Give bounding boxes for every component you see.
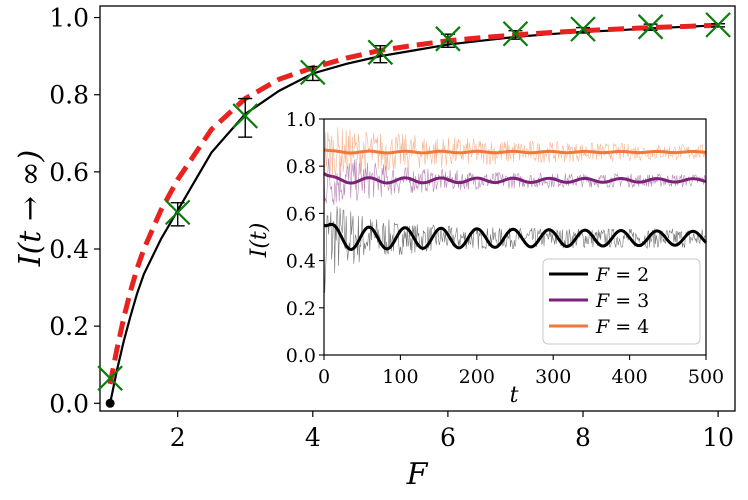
x-marker-stroke [435,26,461,52]
x-marker-stroke [300,59,326,86]
x-marker [502,20,529,47]
noisy-trace [323,127,707,179]
error-bar [373,45,388,64]
x-marker [97,365,123,391]
error-bar [170,202,185,227]
legend-label-f3: F = 3 [595,290,649,312]
main-series [97,12,731,408]
inset-y-tick-label: 0.4 [286,251,316,273]
x-marker-stroke [502,20,529,47]
main-y-tick-label: 1.0 [49,4,89,33]
inset-series-3 [323,158,707,206]
inset-y-tick-label: 0.2 [286,298,316,320]
noisy-trace [323,158,707,206]
inset-y-tick-label: 0.0 [286,345,316,367]
inset-x-tick-label: 0 [318,366,330,388]
main-y-tick-label: 0.4 [49,235,89,264]
inset-x-tick-label: 100 [382,366,418,388]
inset-y-tick-label: 0.8 [286,156,316,178]
legend-entry-f2: F = 2 [549,264,649,286]
inset-y-ticks: 0.0 0.2 0.4 0.6 0.8 1.0 [286,109,324,367]
main-x-tick-label: 4 [305,423,321,452]
x-marker [570,16,596,42]
legend-entry-f3: F = 3 [549,290,649,312]
main-y-tick-label: 0.0 [49,389,89,418]
x-marker [637,14,664,40]
inset-legend: F = 2 F = 3 F = 4 [542,258,701,345]
x-marker-stroke [367,39,394,66]
x-marker [705,12,731,38]
x-marker-stroke [637,14,664,40]
mean-trace [323,172,707,185]
inset-series-4 [323,127,707,179]
main-plot: 2 4 6 8 10 0.0 0.2 0.4 0.6 0.8 1.0 F I(t → ∞) [13,4,736,492]
inset-series-2 [323,206,708,293]
inset-series [323,127,708,293]
inset-x-ticks: 0 100 200 300 400 500 [318,355,724,388]
legend-label-f4: F = 4 [595,316,649,338]
legend-label-f2: F = 2 [595,264,649,286]
inset-x-tick-label: 200 [459,366,495,388]
inset-x-tick-label: 400 [611,366,647,388]
x-marker [435,26,461,52]
origin-point [105,398,115,408]
main-x-ticks: 2 4 6 8 10 [170,411,734,452]
x-marker [367,39,394,66]
legend-box [542,258,701,345]
inset-y-tick-label: 1.0 [286,109,316,131]
main-y-tick-label: 0.6 [49,158,89,187]
main-x-tick-label: 6 [440,423,456,452]
main-y-ticks: 0.0 0.2 0.4 0.6 0.8 1.0 [49,4,100,418]
x-marker [164,199,191,226]
inset-x-axis-label: t [510,383,519,408]
x-marker-stroke [570,16,596,42]
x-marker-stroke [97,365,123,391]
main-y-tick-label: 0.2 [49,312,89,341]
x-marker-stroke [705,12,731,38]
x-marker-stroke [232,103,259,129]
mean-trace [323,222,708,251]
legend-entry-f4: F = 4 [549,316,649,338]
inset-plot: 0 100 200 300 400 500 0.0 0.2 0.4 0.6 0.8 1.0 t I(… [247,109,724,408]
main-x-tick-label: 8 [575,423,591,452]
inset-plot-frame [323,118,707,356]
inset-y-tick-label: 0.6 [286,203,316,225]
main-plot-frame [99,5,736,412]
main-x-tick-label: 10 [702,423,734,452]
main-y-axis-label: I(t → ∞) [13,150,48,268]
main-x-tick-label: 2 [170,423,186,452]
dashed-fit-curve [107,22,719,385]
inset-y-axis-label: I(t) [247,223,272,259]
main-y-tick-label: 0.8 [49,81,89,110]
inset-x-tick-label: 300 [535,366,571,388]
mean-trace [323,148,707,155]
main-x-axis-label: F [406,457,429,492]
inset-x-tick-label: 500 [688,366,724,388]
error-bar [238,97,253,138]
x-marker [300,59,326,86]
x-marker-stroke [164,199,191,226]
x-marker [232,103,259,129]
